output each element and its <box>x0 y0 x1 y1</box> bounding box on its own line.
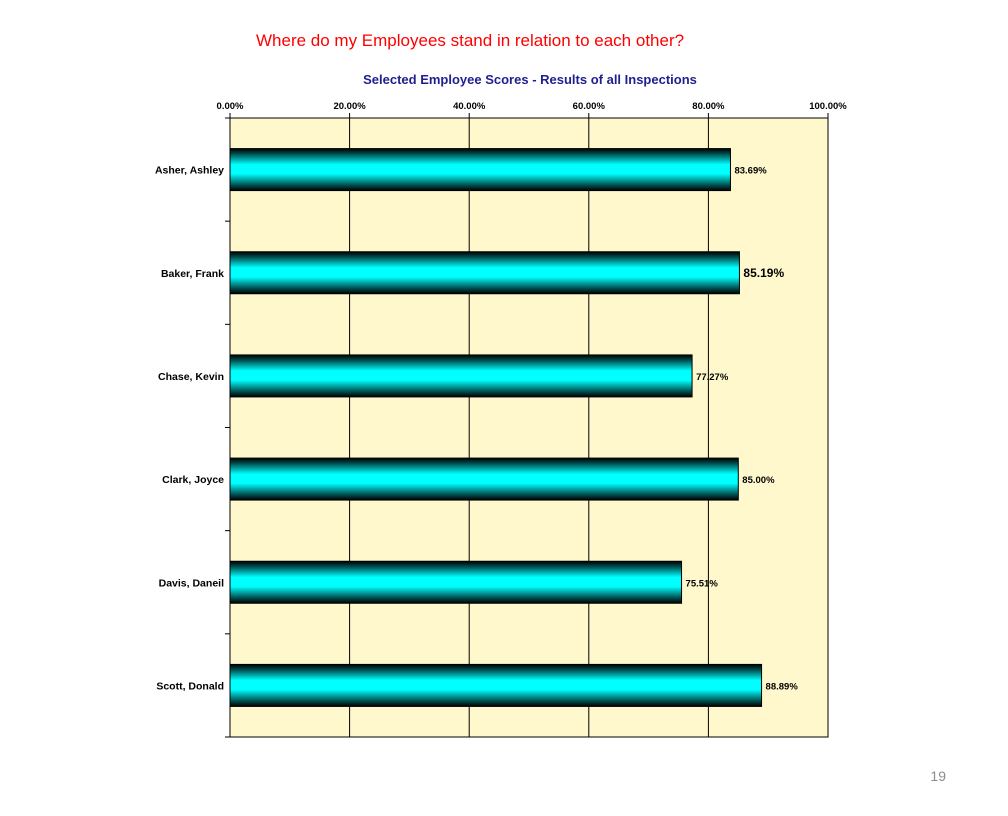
data-label: 85.19% <box>743 266 784 280</box>
category-label: Scott, Donald <box>156 680 224 692</box>
category-label: Chase, Kevin <box>158 371 224 383</box>
x-tick-label: 100.00% <box>809 101 847 112</box>
slide-title: Where do my Employees stand in relation … <box>256 31 685 50</box>
category-label: Asher, Ashley <box>155 165 224 177</box>
x-tick-label: 80.00% <box>692 101 725 112</box>
bar <box>229 354 693 398</box>
data-label: 88.89% <box>766 681 799 692</box>
bar <box>229 560 683 604</box>
bar <box>229 457 739 501</box>
bar <box>229 148 731 192</box>
data-label: 85.00% <box>742 475 775 486</box>
x-tick-label: 60.00% <box>573 101 606 112</box>
chart-title: Selected Employee Scores - Results of al… <box>363 72 697 87</box>
x-tick-label: 20.00% <box>333 101 366 112</box>
bar <box>229 663 763 707</box>
x-tick-label: 40.00% <box>453 101 486 112</box>
category-label: Baker, Frank <box>161 268 224 280</box>
page-number: 19 <box>930 768 946 784</box>
data-label: 75.51% <box>686 578 719 589</box>
data-label: 83.69% <box>734 166 767 177</box>
category-label: Davis, Daneil <box>159 577 224 589</box>
bar <box>229 251 740 295</box>
category-label: Clark, Joyce <box>162 474 224 486</box>
data-label: 77.27% <box>696 372 729 383</box>
plot-area <box>229 117 829 738</box>
x-tick-label: 0.00% <box>217 101 244 112</box>
